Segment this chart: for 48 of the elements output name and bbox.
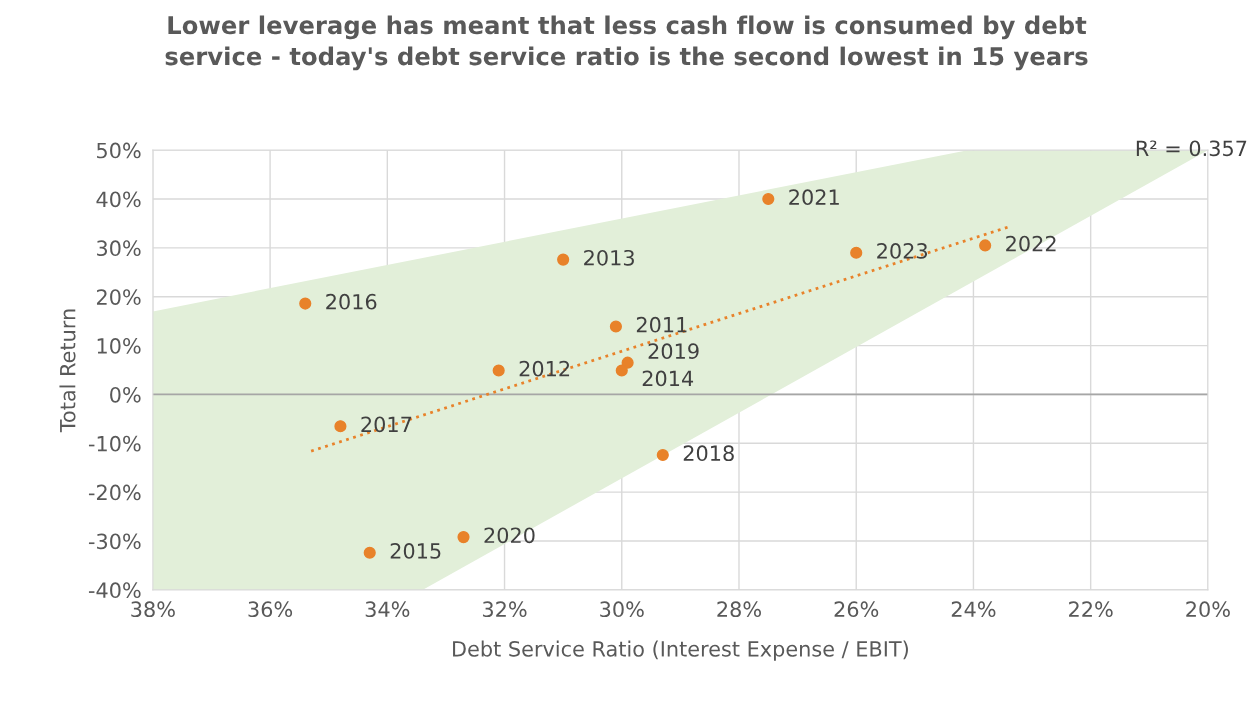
annotation: 2014: [642, 370, 694, 387]
x-tick-label: 30%: [600, 601, 644, 618]
y-tick-label: 40%: [96, 191, 141, 208]
point: [457, 531, 470, 544]
annotation: R² = 0.357: [1136, 140, 1247, 157]
point: [850, 246, 863, 259]
point: [334, 420, 347, 433]
point: [979, 239, 992, 252]
point: [492, 364, 505, 377]
x-tick-label: 26%: [834, 601, 879, 618]
x-tick-label: 36%: [248, 601, 293, 618]
annotation: 2011: [636, 316, 687, 333]
annotation: 2022: [1006, 235, 1056, 252]
annotation: 2013: [584, 249, 634, 266]
point: [609, 320, 622, 333]
annotation: 2020: [484, 527, 535, 544]
x-tick-label: 32%: [482, 601, 527, 618]
y-tick-label: -10%: [88, 435, 141, 452]
x-tick-label: 24%: [951, 601, 996, 618]
point: [557, 253, 570, 266]
y-tick-label: -20%: [88, 484, 141, 501]
y-tick-label: 30%: [97, 240, 141, 257]
y-tick-label: 10%: [97, 338, 141, 354]
y-tick-label: 50%: [97, 142, 141, 159]
y-tick-label: -40%: [88, 582, 141, 599]
x-tick-label: 20%: [1186, 601, 1230, 618]
point: [363, 546, 376, 559]
x-tick-label: 28%: [717, 601, 761, 618]
x-tick-label: 22%: [1069, 601, 1113, 618]
y-tick-label: 20%: [96, 289, 141, 305]
annotation: 2018: [683, 445, 734, 462]
annotation: 2019: [648, 343, 699, 360]
x-tick-label: 34%: [365, 601, 410, 618]
point: [656, 448, 669, 462]
annotation: 2015: [390, 543, 441, 559]
annotation: 2023: [877, 243, 928, 259]
annotation: 2016: [326, 293, 377, 310]
y-tick-label: -30%: [88, 533, 141, 550]
point: [299, 297, 312, 310]
x-axis-title: Debt Service Ratio (Interest Expense / EBIT): [453, 640, 908, 661]
y-axis-title: Total Return: [59, 309, 76, 433]
annotation: 2012: [519, 360, 570, 377]
chart-title: Lower leverage has meant that less cash flow is consumed by debt service - today's debt service ratio is the second lowest in 15 years: [165, 15, 1088, 71]
annotation: 2021: [789, 189, 839, 206]
y-tick-label: 0%: [110, 386, 141, 403]
point: [762, 192, 775, 206]
x-tick-label: 38%: [131, 601, 175, 618]
point: [615, 364, 628, 377]
